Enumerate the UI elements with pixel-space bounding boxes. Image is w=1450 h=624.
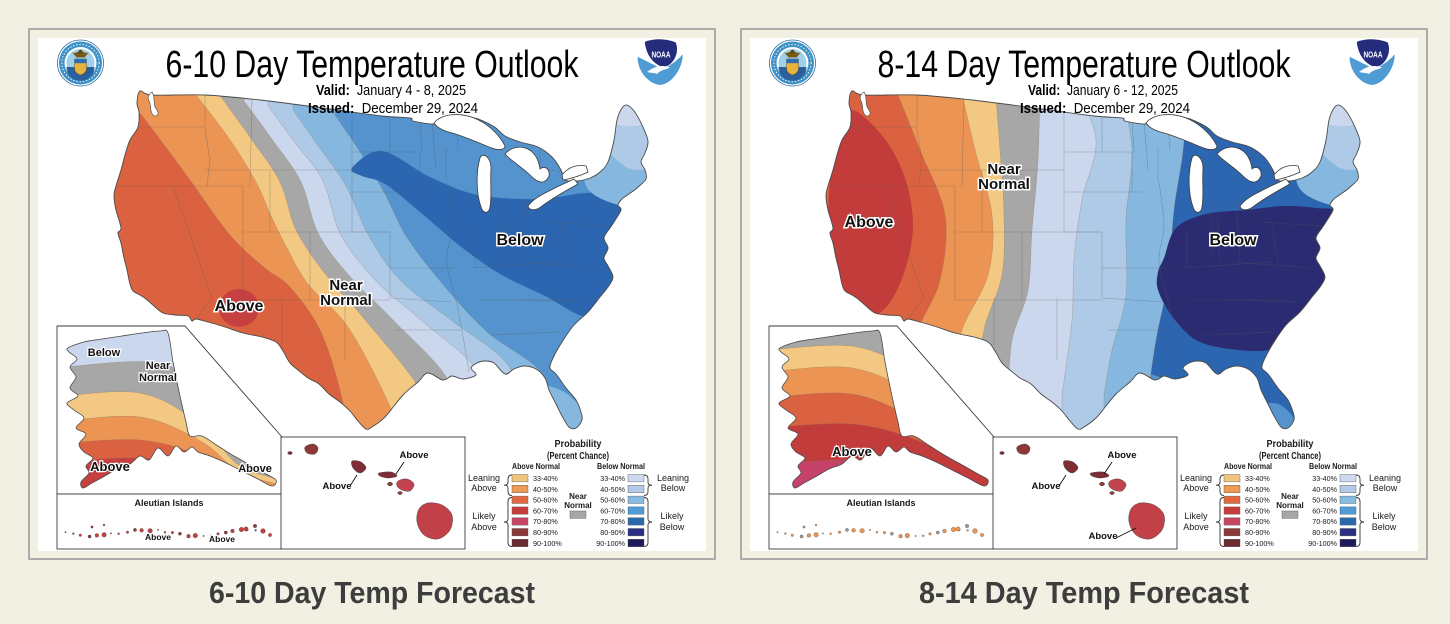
svg-text:80-90%: 80-90% — [1245, 528, 1270, 537]
svg-text:(Percent Chance): (Percent Chance) — [1259, 450, 1321, 462]
svg-text:Normal: Normal — [320, 292, 372, 309]
svg-text:90-100%: 90-100% — [1245, 539, 1274, 548]
svg-text:33-40%: 33-40% — [533, 474, 558, 483]
svg-text:Below Normal: Below Normal — [597, 462, 645, 471]
svg-text:50-60%: 50-60% — [533, 496, 558, 505]
svg-text:Aleutian Islands: Aleutian Islands — [134, 498, 203, 508]
svg-text:Above: Above — [238, 463, 272, 475]
svg-text:(Percent Chance): (Percent Chance) — [547, 450, 609, 462]
svg-text:70-80%: 70-80% — [1312, 517, 1337, 526]
svg-text:Above: Above — [832, 444, 872, 459]
svg-text:Below: Below — [1372, 522, 1397, 532]
svg-text:33-40%: 33-40% — [600, 474, 625, 483]
svg-text:Issued: December 29, 2024: Issued: December 29, 2024 — [1020, 101, 1190, 117]
svg-text:Below: Below — [88, 347, 121, 359]
svg-text:Above: Above — [1183, 522, 1209, 532]
svg-text:70-80%: 70-80% — [1245, 517, 1270, 526]
svg-text:Above: Above — [471, 483, 497, 493]
svg-text:Valid: January 4 - 8, 2025: Valid: January 4 - 8, 2025 — [316, 83, 466, 99]
svg-text:Above: Above — [90, 459, 130, 474]
svg-text:Above: Above — [845, 214, 894, 231]
svg-text:Likely: Likely — [1184, 511, 1208, 521]
svg-text:Leaning: Leaning — [1180, 473, 1212, 483]
svg-text:Below: Below — [496, 232, 544, 249]
svg-text:Likely: Likely — [1372, 511, 1396, 521]
svg-text:Above: Above — [322, 481, 351, 492]
svg-text:Below: Below — [1209, 232, 1257, 249]
svg-text:Below: Below — [1373, 483, 1398, 493]
svg-text:Below Normal: Below Normal — [1309, 462, 1357, 471]
svg-text:Above Normal: Above Normal — [1224, 462, 1272, 471]
svg-text:Issued: December 29, 2024: Issued: December 29, 2024 — [308, 101, 478, 117]
svg-text:Near: Near — [1281, 492, 1299, 501]
svg-text:Below: Below — [661, 483, 686, 493]
svg-text:60-70%: 60-70% — [600, 506, 625, 515]
svg-text:Above: Above — [1183, 483, 1209, 493]
svg-text:90-100%: 90-100% — [596, 539, 625, 548]
svg-text:70-80%: 70-80% — [533, 517, 558, 526]
svg-text:Near: Near — [146, 360, 171, 372]
svg-text:Above: Above — [209, 534, 235, 544]
svg-text:6-10 Day Temperature Outlook: 6-10 Day Temperature Outlook — [166, 44, 580, 86]
svg-text:40-50%: 40-50% — [1312, 485, 1337, 494]
svg-text:50-60%: 50-60% — [1245, 496, 1270, 505]
svg-text:Probability: Probability — [555, 438, 602, 450]
svg-text:Above: Above — [145, 532, 171, 542]
svg-text:Near: Near — [987, 161, 1021, 178]
svg-text:NOAA: NOAA — [652, 51, 671, 60]
svg-text:Above: Above — [215, 298, 264, 315]
svg-text:80-90%: 80-90% — [533, 528, 558, 537]
svg-text:Likely: Likely — [472, 511, 496, 521]
svg-text:40-50%: 40-50% — [1245, 485, 1270, 494]
svg-text:50-60%: 50-60% — [600, 496, 625, 505]
svg-text:8-14 Day Temperature Outlook: 8-14 Day Temperature Outlook — [878, 44, 1292, 86]
svg-text:40-50%: 40-50% — [533, 485, 558, 494]
svg-text:Above Normal: Above Normal — [512, 462, 560, 471]
svg-text:60-70%: 60-70% — [533, 506, 558, 515]
svg-text:Near: Near — [329, 277, 363, 294]
svg-text:Below: Below — [660, 522, 685, 532]
svg-text:8-14 Day Temp Forecast: 8-14 Day Temp Forecast — [919, 575, 1249, 610]
svg-text:6-10 Day Temp Forecast: 6-10 Day Temp Forecast — [209, 575, 535, 610]
svg-text:80-90%: 80-90% — [600, 528, 625, 537]
svg-text:Normal: Normal — [1276, 501, 1304, 510]
svg-text:Above: Above — [1088, 531, 1117, 542]
svg-text:NOAA: NOAA — [1364, 51, 1383, 60]
svg-text:Near: Near — [569, 492, 587, 501]
svg-text:80-90%: 80-90% — [1312, 528, 1337, 537]
svg-text:33-40%: 33-40% — [1245, 474, 1270, 483]
svg-text:Aleutian Islands: Aleutian Islands — [846, 498, 915, 508]
svg-text:Above: Above — [1107, 450, 1136, 461]
svg-text:90-100%: 90-100% — [1308, 539, 1337, 548]
svg-text:Probability: Probability — [1267, 438, 1314, 450]
svg-text:90-100%: 90-100% — [533, 539, 562, 548]
svg-text:Leaning: Leaning — [468, 473, 500, 483]
svg-text:Likely: Likely — [660, 511, 684, 521]
svg-text:Above: Above — [1031, 481, 1060, 492]
svg-text:Leaning: Leaning — [657, 473, 689, 483]
svg-text:Normal: Normal — [564, 501, 592, 510]
svg-text:50-60%: 50-60% — [1312, 496, 1337, 505]
svg-text:Normal: Normal — [978, 176, 1030, 193]
svg-text:Above: Above — [471, 522, 497, 532]
svg-text:Valid: January 6 - 12, 2025: Valid: January 6 - 12, 2025 — [1028, 83, 1178, 99]
svg-text:Above: Above — [399, 450, 428, 461]
svg-text:Leaning: Leaning — [1369, 473, 1401, 483]
svg-text:Normal: Normal — [139, 372, 177, 384]
svg-text:60-70%: 60-70% — [1312, 506, 1337, 515]
svg-text:70-80%: 70-80% — [600, 517, 625, 526]
svg-text:40-50%: 40-50% — [600, 485, 625, 494]
svg-text:33-40%: 33-40% — [1312, 474, 1337, 483]
svg-text:60-70%: 60-70% — [1245, 506, 1270, 515]
